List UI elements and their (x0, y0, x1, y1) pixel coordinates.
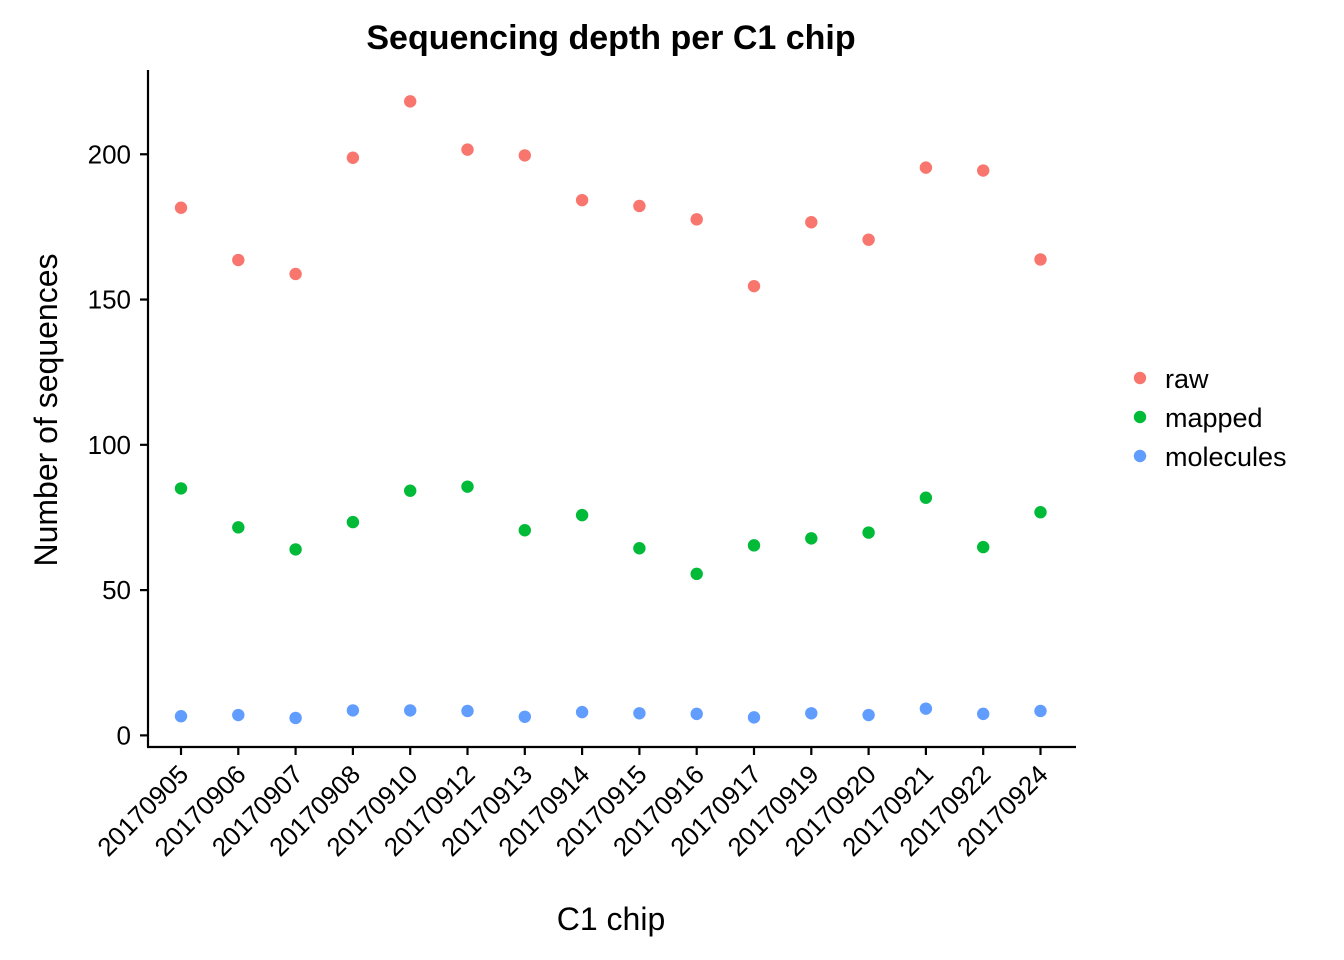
data-point-molecules (977, 707, 990, 721)
data-point-molecules (404, 704, 417, 717)
data-point-molecules (518, 710, 531, 723)
data-point-molecules (633, 707, 646, 720)
data-point-mapped (690, 567, 703, 581)
data-point-mapped (289, 543, 302, 556)
data-point-mapped (747, 539, 761, 552)
legend-label-mapped: mapped (1165, 403, 1263, 433)
data-point-mapped (805, 532, 818, 545)
data-point-molecules (461, 704, 474, 718)
data-point-raw (690, 213, 703, 226)
data-point-molecules (919, 702, 933, 715)
data-point-mapped (1034, 506, 1047, 519)
data-point-raw (518, 149, 531, 162)
data-point-raw (747, 279, 761, 293)
data-point-mapped (232, 521, 245, 534)
y-tick-label: 50 (102, 575, 131, 605)
data-point-raw (461, 143, 474, 156)
x-axis-title: C1 chip (557, 901, 666, 937)
y-axis-title: Number of sequences (28, 253, 64, 566)
data-point-raw (174, 201, 188, 214)
data-point-raw (919, 161, 933, 174)
plot-area (174, 95, 1047, 725)
data-point-mapped (919, 491, 933, 504)
data-point-molecules (862, 708, 875, 722)
legend: raw mapped molecules (1133, 364, 1287, 472)
data-point-molecules (747, 711, 761, 724)
data-point-molecules (174, 710, 188, 723)
y-tick-label: 150 (88, 285, 131, 315)
axes (146, 70, 1076, 749)
data-point-mapped (174, 482, 188, 495)
data-point-raw (633, 199, 646, 213)
data-point-raw (232, 253, 245, 267)
data-point-molecules (289, 711, 302, 725)
data-point-raw (805, 216, 818, 229)
data-point-raw (862, 233, 875, 246)
data-point-mapped (518, 524, 531, 537)
data-point-raw (977, 164, 990, 177)
data-point-mapped (633, 542, 646, 555)
chart-title: Sequencing depth per C1 chip (366, 19, 855, 57)
y-tick-label: 100 (88, 430, 131, 460)
data-point-mapped (575, 508, 589, 522)
legend-key-mapped (1133, 410, 1147, 424)
y-tick-label: 0 (117, 720, 131, 750)
data-point-raw (1034, 253, 1047, 266)
y-tick-label: 200 (88, 139, 131, 169)
data-point-mapped (862, 526, 875, 539)
data-point-molecules (1034, 704, 1047, 718)
data-point-raw (575, 193, 589, 207)
data-point-molecules (690, 707, 703, 721)
data-point-molecules (575, 705, 589, 719)
ticks: 0501001502002017090520170906201709072017… (88, 139, 1054, 862)
data-point-mapped (404, 484, 417, 497)
data-point-mapped (346, 515, 360, 529)
legend-key-raw (1133, 371, 1147, 385)
data-point-raw (346, 151, 360, 164)
legend-label-raw: raw (1165, 364, 1209, 394)
legend-key-molecules (1133, 449, 1147, 463)
data-point-mapped (461, 480, 474, 493)
data-point-molecules (232, 708, 245, 722)
data-point-molecules (805, 707, 818, 720)
data-point-raw (404, 95, 417, 108)
legend-label-molecules: molecules (1165, 442, 1287, 472)
data-point-molecules (346, 704, 360, 717)
data-point-mapped (977, 540, 990, 554)
data-point-raw (289, 267, 302, 281)
